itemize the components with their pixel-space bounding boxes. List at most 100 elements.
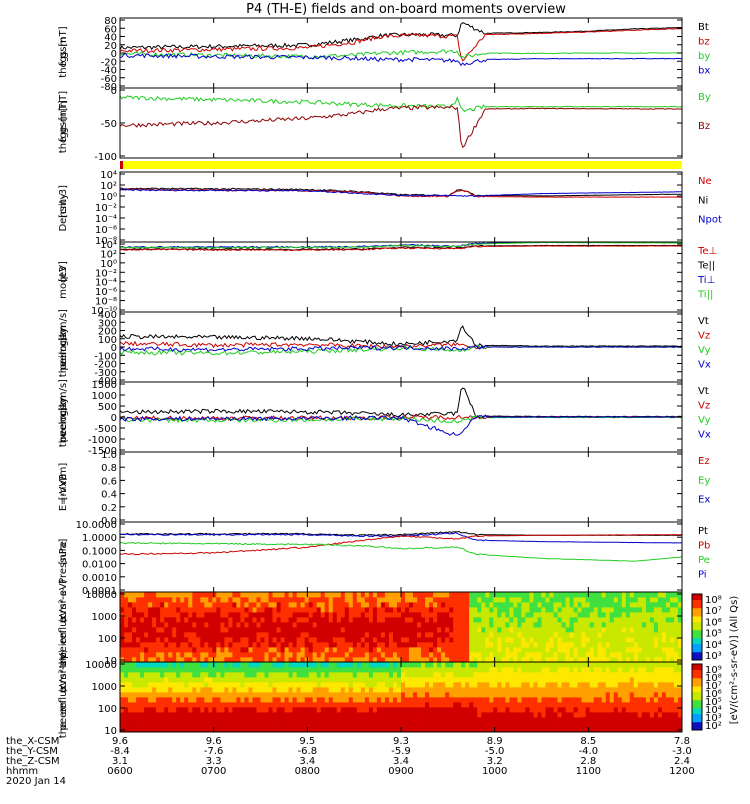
legend-By: By <box>698 92 711 103</box>
spectrogram-cell <box>208 622 213 628</box>
spectrogram-cell <box>477 607 482 613</box>
spectrogram-cell <box>565 667 570 673</box>
spectrogram-cell <box>449 622 454 628</box>
spectrogram-cell <box>212 622 217 628</box>
spectrogram-cell <box>152 602 157 608</box>
spectrogram-cell <box>160 677 165 683</box>
spectrogram-cell <box>429 622 434 628</box>
spectrogram-cell <box>665 717 671 723</box>
spectrogram-cell <box>304 612 310 618</box>
spectrogram-cell <box>409 632 414 638</box>
spectrogram-cell <box>449 647 454 653</box>
spectrogram-cell <box>140 677 145 683</box>
spectrogram-cell <box>300 632 305 638</box>
spectrogram-cell <box>136 657 141 663</box>
spectrogram-cell <box>665 592 671 598</box>
spectrogram-cell <box>268 717 273 723</box>
spectrogram-cell <box>441 602 446 608</box>
spectrogram-cell <box>493 667 498 673</box>
y-tick-label: -50 <box>101 119 117 130</box>
spectrogram-cell <box>425 697 430 703</box>
spectrogram-cell <box>216 597 221 603</box>
spectrogram-cell <box>248 657 253 663</box>
spectrogram-cell <box>148 687 153 693</box>
spectrogram-cell <box>272 692 277 698</box>
spectrogram-cell <box>224 597 229 603</box>
spectrogram-cell <box>332 647 338 653</box>
spectrogram-cell <box>605 592 611 598</box>
spectrogram-cell <box>453 707 458 713</box>
spectrogram-cell <box>485 632 490 638</box>
spectrogram-cell <box>252 722 257 728</box>
spectrogram-cell <box>573 682 578 688</box>
spectrogram-cell <box>296 667 301 673</box>
spectrogram-cell <box>144 717 149 723</box>
spectrogram-cell <box>573 692 578 698</box>
spectrogram-cell <box>352 622 358 628</box>
spectrogram-cell <box>505 637 510 643</box>
spectrogram-cell <box>617 632 623 638</box>
spectrogram-cell <box>352 612 358 618</box>
spectrogram-cell <box>553 667 558 673</box>
spectrogram-cell <box>433 647 438 653</box>
spectrogram-cell <box>376 667 382 673</box>
spectrogram-cell <box>609 637 615 643</box>
spectrogram-cell <box>220 607 225 613</box>
spectrogram-cell <box>256 667 261 673</box>
spectrogram-cell <box>372 647 378 653</box>
colorbar-segment <box>692 724 702 728</box>
spectrogram-cell <box>180 647 185 653</box>
spectrogram-cell <box>228 677 233 683</box>
spectrogram-cell <box>557 677 562 683</box>
spectrogram-cell <box>529 672 534 678</box>
spectrogram-cell <box>144 657 149 663</box>
legend-Vz: Vz <box>698 401 710 412</box>
spectrogram-cell <box>461 717 466 723</box>
spectrogram-cell <box>252 687 257 693</box>
spectrogram-cell <box>284 622 289 628</box>
spectrogram-cell <box>348 637 354 643</box>
footer-value: 9.6 <box>112 736 128 747</box>
spectrogram-cell <box>653 652 659 658</box>
spectrogram-cell <box>405 702 410 708</box>
spectrogram-cell <box>264 717 269 723</box>
spectrogram-cell <box>489 647 494 653</box>
spectrogram-cell <box>557 597 562 603</box>
spectrogram-cell <box>665 687 671 693</box>
spectrogram-cell <box>152 727 157 733</box>
spectrogram-cell <box>344 607 350 613</box>
spectrogram-cell <box>525 707 530 713</box>
spectrogram-cell <box>176 607 181 613</box>
spectrogram-cell <box>597 592 603 598</box>
spectrogram-cell <box>537 647 542 653</box>
spectrogram-cell <box>248 622 253 628</box>
spectrogram-cell <box>501 722 506 728</box>
spectrogram-cell <box>678 647 683 653</box>
spectrogram-cell <box>200 667 205 673</box>
spectrogram-cell <box>517 692 522 698</box>
legend-Ex: Ex <box>698 495 710 506</box>
spectrogram-cell <box>308 692 314 698</box>
spectrogram-cell <box>670 637 675 643</box>
spectrogram-cell <box>364 627 370 633</box>
footer-value: -3.0 <box>672 746 692 757</box>
spectrogram-cell <box>168 607 173 613</box>
spectrogram-cell <box>617 622 623 628</box>
spectrogram-cell <box>248 652 253 658</box>
spectrogram-cell <box>593 697 599 703</box>
spectrogram-cell <box>120 672 125 678</box>
spectrogram-cell <box>128 662 133 668</box>
spectrogram-cell <box>609 697 615 703</box>
spectrogram-cell <box>332 687 338 693</box>
spectrogram-cell <box>144 672 149 678</box>
spectrogram-cell <box>280 662 285 668</box>
spectrogram-cell <box>429 672 434 678</box>
spectrogram-cell <box>200 602 205 608</box>
spectrogram-cell <box>401 642 406 648</box>
spectrogram-cell <box>429 617 434 623</box>
spectrogram-cell <box>485 607 490 613</box>
spectrogram-cell <box>248 727 253 733</box>
spectrogram-cell <box>272 622 277 628</box>
spectrogram-cell <box>144 707 149 713</box>
